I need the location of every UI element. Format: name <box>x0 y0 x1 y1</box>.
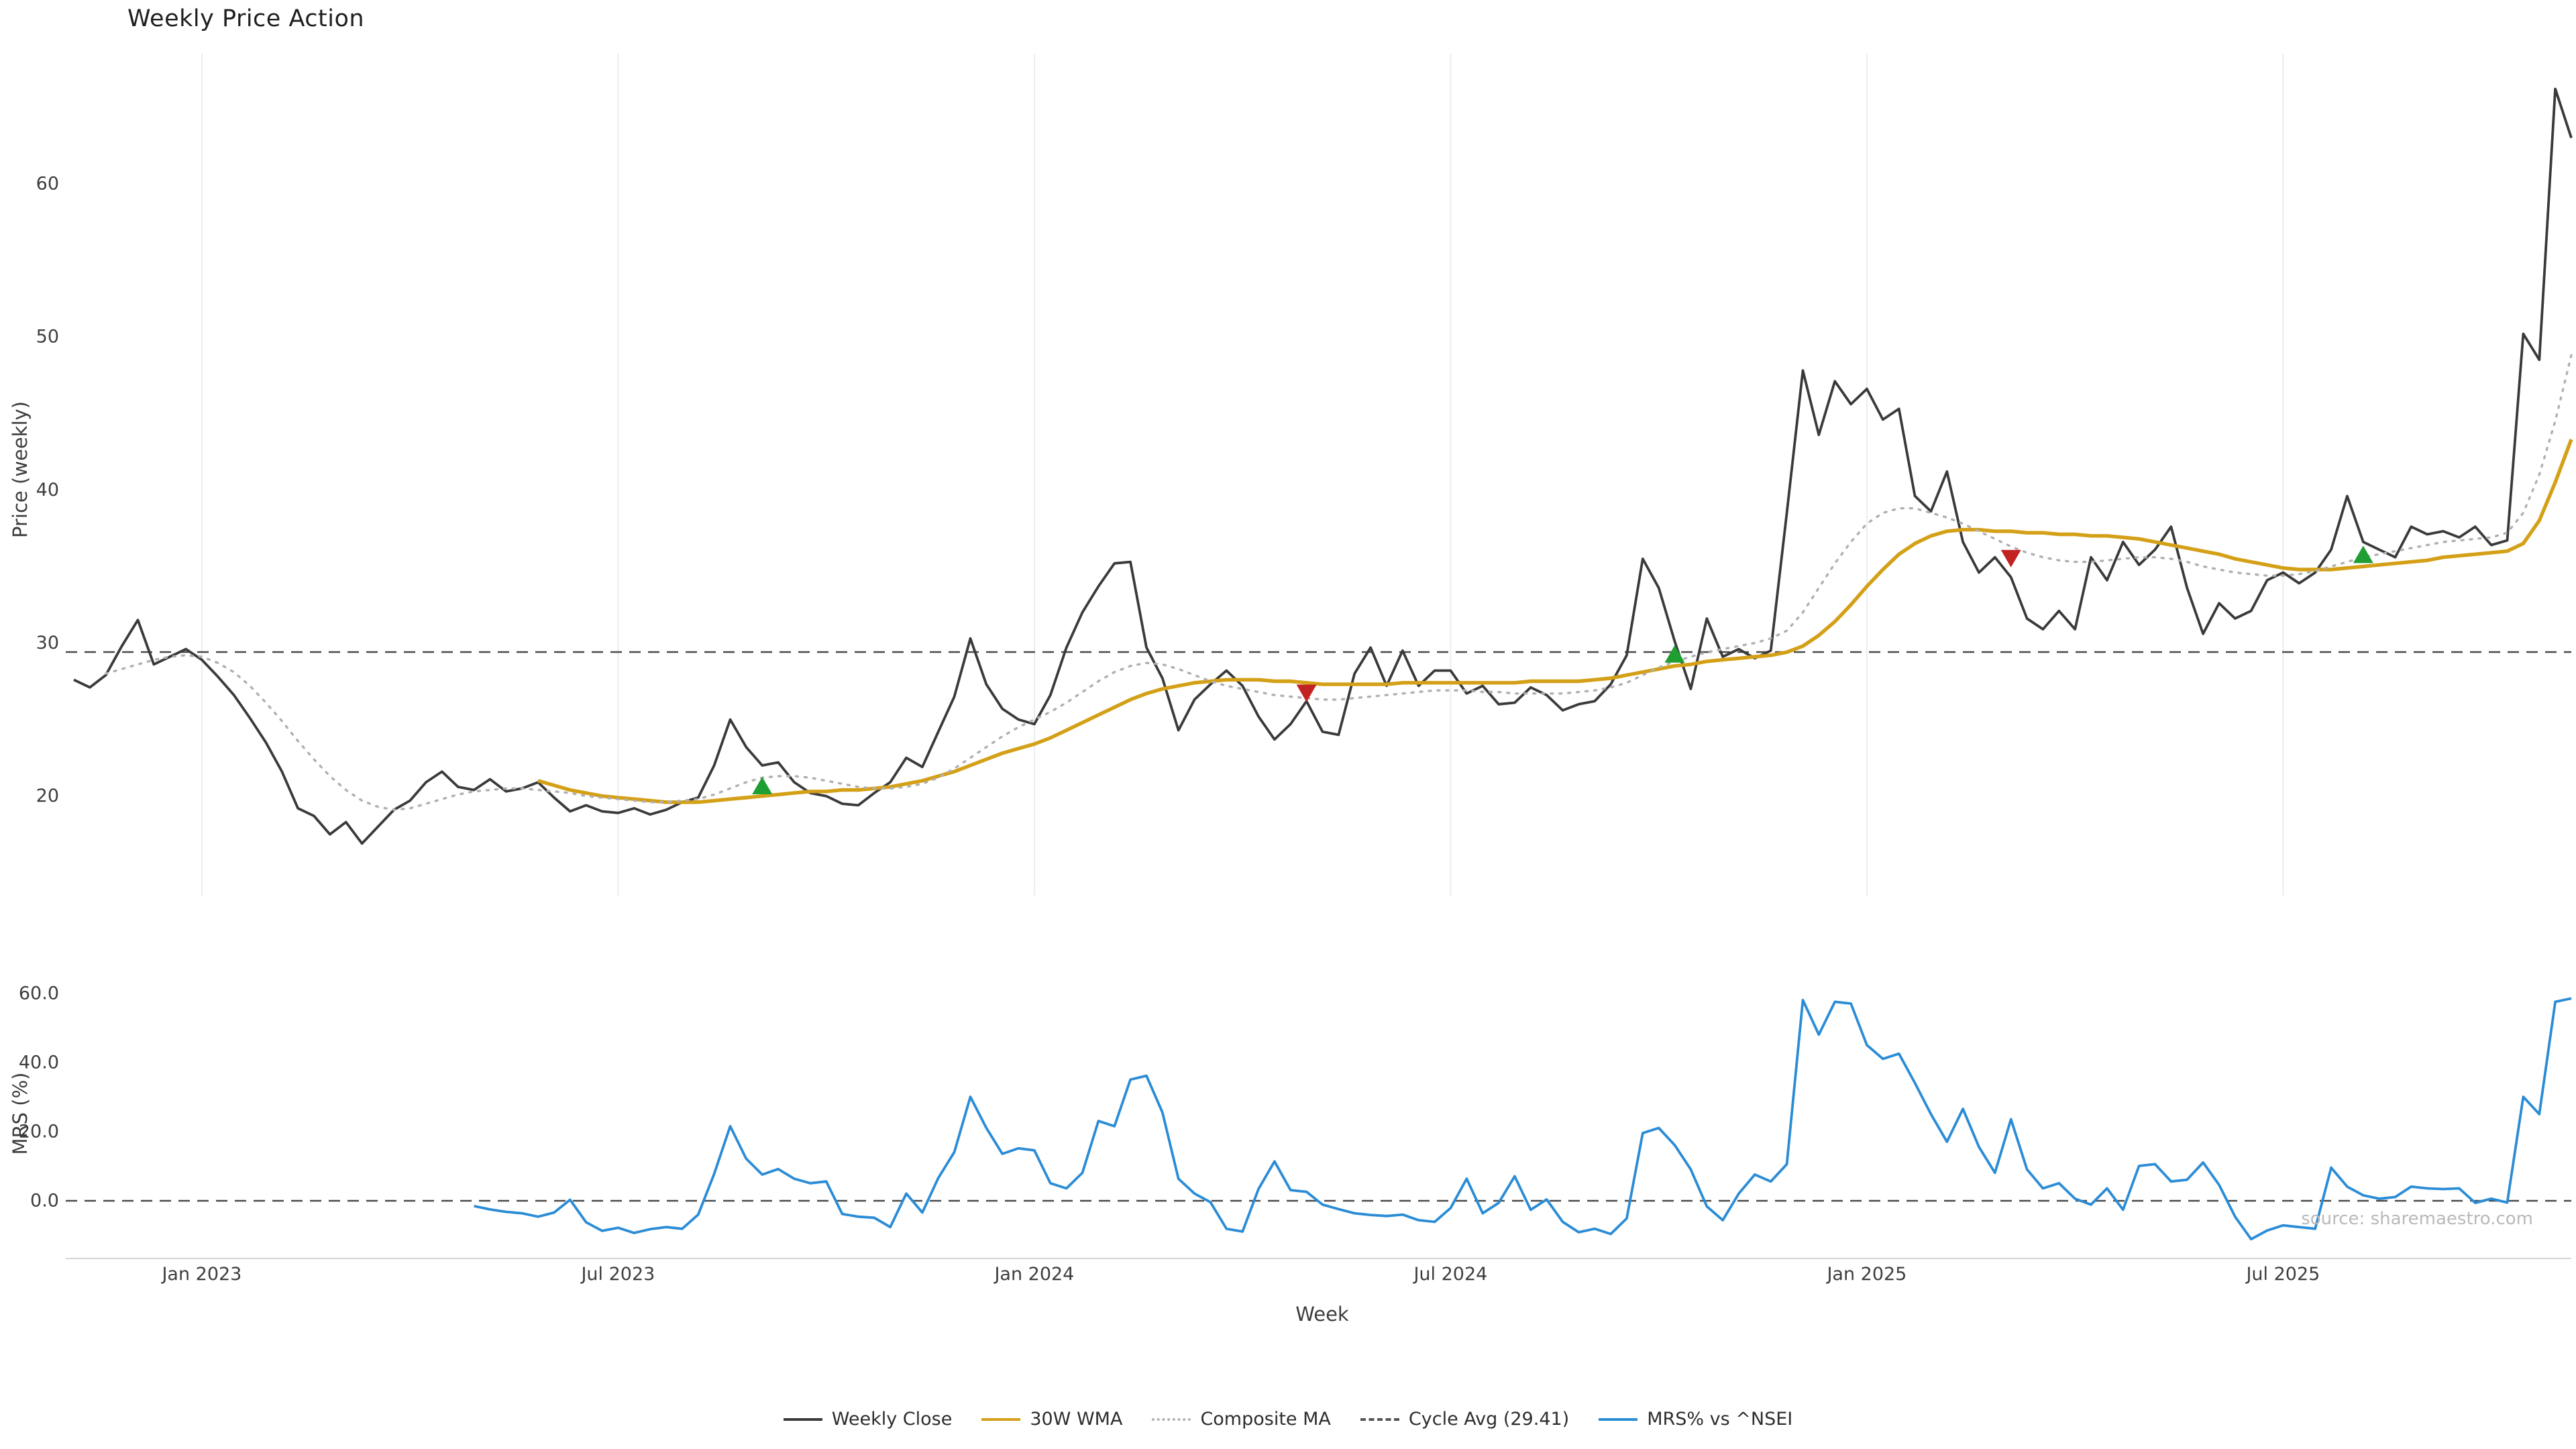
legend-swatch-dashed <box>1360 1417 1399 1421</box>
30w-wma-line <box>537 439 2573 804</box>
mrs-ytick-label: 60.0 <box>19 983 59 1004</box>
mrs-ytick-label: 40.0 <box>19 1053 59 1073</box>
sell-signal-marker <box>1296 684 1317 702</box>
mrs-ytick-label: 0.0 <box>30 1191 59 1212</box>
legend-label: Composite MA <box>1200 1409 1331 1430</box>
price-ytick-label: 60 <box>36 174 59 195</box>
buy-signal-marker <box>752 777 773 794</box>
legend-item-cycle-avg-29-41: Cycle Avg (29.41) <box>1360 1409 1569 1430</box>
legend-item-weekly-close: Weekly Close <box>783 1409 953 1430</box>
legend-swatch-solid <box>1599 1417 1638 1421</box>
legend-label: Weekly Close <box>831 1409 953 1430</box>
price-ytick-label: 30 <box>36 633 59 653</box>
mrs-ytick-label: 20.0 <box>19 1122 59 1142</box>
sell-signal-marker <box>2000 549 2021 568</box>
x-tick-label: Jan 2025 <box>1825 1264 1907 1285</box>
source-credit: source: sharemaestro.com <box>2301 1209 2533 1229</box>
composite-ma-line <box>105 354 2573 811</box>
weekly-close-line <box>73 87 2573 845</box>
price-ytick-label: 20 <box>36 786 59 806</box>
legend-label: Cycle Avg (29.41) <box>1408 1409 1570 1430</box>
chart-title: Weekly Price Action <box>127 5 365 32</box>
legend-label: MRS% vs ^NSEI <box>1647 1409 1793 1430</box>
legend-item-mrs-vs-nsei: MRS% vs ^NSEI <box>1599 1409 1792 1430</box>
x-tick-label: Jul 2025 <box>2245 1264 2320 1285</box>
x-tick-label: Jan 2024 <box>993 1264 1074 1285</box>
legend-item-30w-wma: 30W WMA <box>981 1409 1122 1430</box>
buy-signal-marker <box>1664 645 1685 663</box>
legend-label: 30W WMA <box>1030 1409 1123 1430</box>
price-ytick-label: 50 <box>36 327 59 347</box>
buy-signal-marker <box>2353 545 2373 564</box>
x-axis-label: Week <box>1295 1303 1349 1326</box>
price-ytick-label: 40 <box>36 480 59 500</box>
x-tick-label: Jan 2023 <box>160 1264 241 1285</box>
mrs-vs-nsei-line <box>474 997 2572 1241</box>
legend: Weekly Close 30W WMA Composite MA Cycle Avg… <box>0 1409 2576 1430</box>
legend-swatch-solid <box>981 1417 1021 1421</box>
x-tick-label: Jul 2023 <box>580 1264 655 1285</box>
legend-swatch-dotted <box>1152 1417 1191 1421</box>
x-tick-label: Jul 2024 <box>1412 1264 1487 1285</box>
legend-item-composite-ma: Composite MA <box>1152 1409 1331 1430</box>
legend-swatch-solid <box>783 1417 822 1421</box>
